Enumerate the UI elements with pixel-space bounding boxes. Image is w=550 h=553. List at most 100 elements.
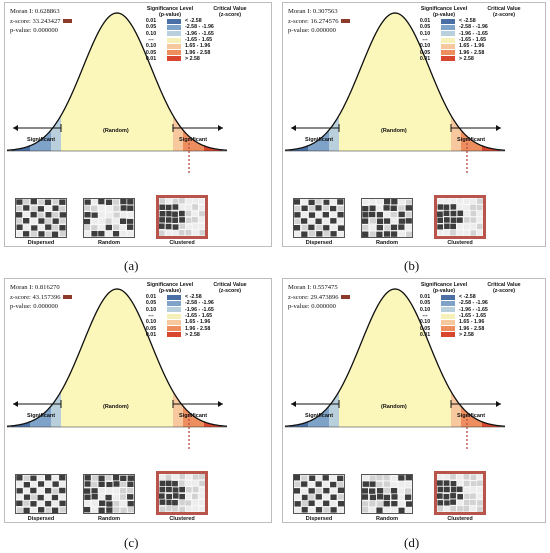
legend-pvalue: 0.01 xyxy=(145,55,157,62)
p-value-value: p-value: 0.000000 xyxy=(10,27,58,35)
significant-label-right: Significant xyxy=(457,413,486,419)
legend-pvalue: --- xyxy=(422,37,428,44)
statistics-block: Moran I: 0.307563 z-score: 16.274576 p-val… xyxy=(288,7,350,36)
clustered-label: Clustered xyxy=(447,516,473,522)
legend-swatch xyxy=(167,294,181,300)
caption-a: (a) xyxy=(124,258,139,273)
legend-pvalue: 0.10 xyxy=(145,43,157,50)
legend-swatch xyxy=(167,319,181,325)
region-neg-010 xyxy=(51,391,61,427)
z-score-marker xyxy=(340,19,350,24)
clustered-thumbnail xyxy=(434,471,486,515)
random-thumbnail-label: Random xyxy=(98,240,120,246)
bell-curve-chart xyxy=(284,12,506,173)
legend-swatch xyxy=(167,326,181,332)
legend-swatch xyxy=(167,18,181,24)
legend-row: 0.05 1.96 - 2.58 xyxy=(141,49,261,56)
left-arrowhead xyxy=(291,401,296,407)
legend-header-zscore: Critical Value (z-score) xyxy=(213,6,247,18)
curve-outline xyxy=(6,12,228,151)
curve-outline xyxy=(284,288,506,427)
clustered-thumbnail xyxy=(156,471,208,515)
legend-pvalue: 0.05 xyxy=(419,300,431,307)
region-pos-010 xyxy=(173,391,183,427)
legend-critical-value: > 2.58 xyxy=(459,331,474,338)
legend-pvalue: 0.05 xyxy=(419,49,431,56)
curve-outline xyxy=(284,12,506,151)
right-arrowhead xyxy=(496,401,501,407)
random-thumbnail xyxy=(361,474,413,514)
legend-swatch xyxy=(167,43,181,49)
legend-row: 0.10 -1.96 - -1.65 xyxy=(141,31,261,37)
region-random xyxy=(339,13,451,151)
legend-row: 0.01 > 2.58 xyxy=(415,56,535,62)
clustered-thumbnail-map xyxy=(158,473,206,513)
significant-label-right: Significant xyxy=(179,413,208,419)
legend-header-zscore: Critical Value (z-score) xyxy=(487,6,521,18)
legend-header-pvalue: Significance Level (p-value) xyxy=(146,282,194,294)
legend-pvalue: --- xyxy=(148,37,154,44)
legend-critical-value: -1.65 - 1.65 xyxy=(185,37,213,44)
dispersed-label: Dispersed xyxy=(305,516,333,522)
legend-row: 0.05 -2.58 - -1.96 xyxy=(415,24,535,30)
legend-pvalue: 0.10 xyxy=(419,30,431,37)
legend-critical-value: -1.65 - 1.65 xyxy=(185,313,213,320)
clustered-thumbnail-map xyxy=(158,197,206,237)
dispersed-label: Dispersed xyxy=(305,240,333,246)
legend-critical-value: 1.96 - 2.58 xyxy=(459,49,485,56)
legend-pvalue: 0.05 xyxy=(145,49,157,56)
significant-label-left: Significant xyxy=(27,413,56,419)
dispersed-thumbnail xyxy=(15,198,67,238)
z-score-value: z-score: 33.243427 xyxy=(10,17,72,27)
z-score-value: z-score: 29.473896 xyxy=(288,293,350,303)
right-arrowhead xyxy=(218,401,223,407)
legend-row: 0.05 -2.58 - -1.96 xyxy=(415,300,535,306)
moran-i-value: Moran I: 0.816270 xyxy=(10,284,60,291)
random-thumbnail-map xyxy=(361,198,413,238)
legend-swatch xyxy=(167,307,181,313)
region-neg-010 xyxy=(329,115,339,151)
legend-swatch xyxy=(441,18,455,24)
legend-swatch xyxy=(441,31,455,37)
random-thumbnail-label: Random xyxy=(376,516,398,522)
random-label: (Random) xyxy=(381,404,407,410)
panel-a: Moran I: 0.628863 z-score: 33.243427 p-val… xyxy=(4,2,272,247)
legend-pvalue: 0.01 xyxy=(145,18,157,25)
legend-row: 0.05 1.96 - 2.58 xyxy=(415,49,535,56)
legend-critical-value: -1.65 - 1.65 xyxy=(459,313,487,320)
legend-critical-value: 1.96 - 2.58 xyxy=(459,325,485,332)
significant-label-right: Significant xyxy=(457,137,486,143)
legend-critical-value: -1.96 - -1.65 xyxy=(185,30,214,37)
clustered-thumbnail-map xyxy=(436,473,484,513)
legend-pvalue: 0.05 xyxy=(419,325,431,332)
legend-critical-value: < -2.58 xyxy=(459,18,476,25)
legend-pvalue: 0.05 xyxy=(145,24,157,31)
left-arrowhead xyxy=(13,401,18,407)
region-neg-010 xyxy=(51,115,61,151)
caption-d: (d) xyxy=(404,535,420,550)
random-thumbnail-map xyxy=(83,198,135,238)
panel-d: Moran I: 0.557475 z-score: 29.473896 p-val… xyxy=(282,278,546,523)
left-arrowhead xyxy=(13,125,18,131)
z-score-value: z-score: 43.157396 xyxy=(10,293,72,303)
clustered-label: Clustered xyxy=(169,516,195,522)
moran-i-value: Moran I: 0.628863 xyxy=(10,8,60,15)
clustered-label: Clustered xyxy=(169,240,195,246)
bell-curve-chart xyxy=(6,12,228,173)
legend-pvalue: 0.01 xyxy=(419,55,431,62)
random-thumbnail-label: Random xyxy=(98,516,120,522)
legend-row: 0.10 -1.96 - -1.65 xyxy=(415,31,535,37)
legend-critical-value: > 2.58 xyxy=(185,331,200,338)
z-score-value: z-score: 16.274576 xyxy=(288,17,350,27)
legend-swatch xyxy=(441,307,455,313)
legend-row: 0.10 1.65 - 1.96 xyxy=(141,319,261,325)
z-score-marker xyxy=(340,295,350,300)
random-label: (Random) xyxy=(103,128,129,134)
legend-pvalue: 0.01 xyxy=(419,294,431,301)
legend-pvalue: 0.01 xyxy=(145,294,157,301)
region-pos-010 xyxy=(173,115,183,151)
legend-critical-value: -2.58 - -1.96 xyxy=(185,24,214,31)
legend-pvalue: 0.10 xyxy=(419,43,431,50)
clustered-label: Clustered xyxy=(447,240,473,246)
legend-pvalue: 0.05 xyxy=(419,24,431,31)
